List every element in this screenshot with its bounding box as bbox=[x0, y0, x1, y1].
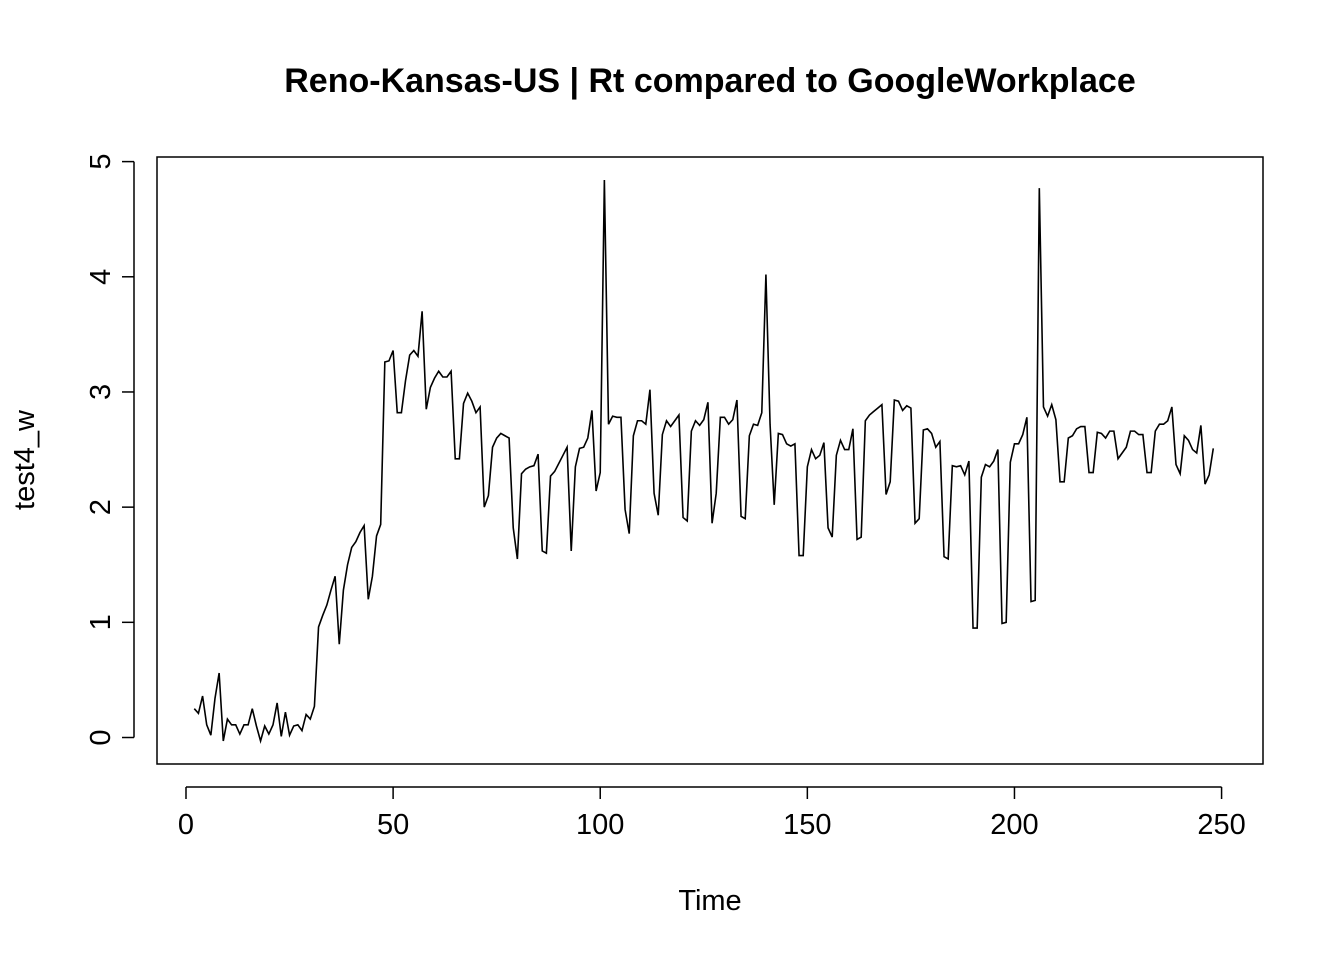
x-tick-label: 150 bbox=[783, 809, 831, 841]
y-axis: 0 1 2 3 4 5 bbox=[85, 154, 135, 746]
x-axis: 0 50 100 150 200 250 bbox=[178, 786, 1246, 841]
y-axis-label: test4_w bbox=[9, 409, 41, 510]
plot-frame bbox=[156, 156, 1264, 765]
y-tick-label: 3 bbox=[85, 384, 117, 400]
x-tick-label: 100 bbox=[576, 809, 624, 841]
x-tick-label: 250 bbox=[1197, 809, 1245, 841]
y-tick-label: 1 bbox=[85, 614, 117, 630]
x-tick-label: 50 bbox=[377, 809, 409, 841]
x-tick-label: 200 bbox=[990, 809, 1038, 841]
y-tick-label: 0 bbox=[85, 729, 117, 745]
y-tick-label: 2 bbox=[85, 499, 117, 515]
series-line bbox=[193, 180, 1215, 744]
x-tick-label: 0 bbox=[178, 809, 194, 841]
series-layer bbox=[193, 180, 1215, 744]
x-axis-label: Time bbox=[678, 885, 741, 917]
y-tick-label: 4 bbox=[85, 269, 117, 285]
chart-title: Reno-Kansas-US | Rt compared to GoogleWo… bbox=[284, 62, 1135, 100]
y-tick-label: 5 bbox=[85, 154, 117, 170]
